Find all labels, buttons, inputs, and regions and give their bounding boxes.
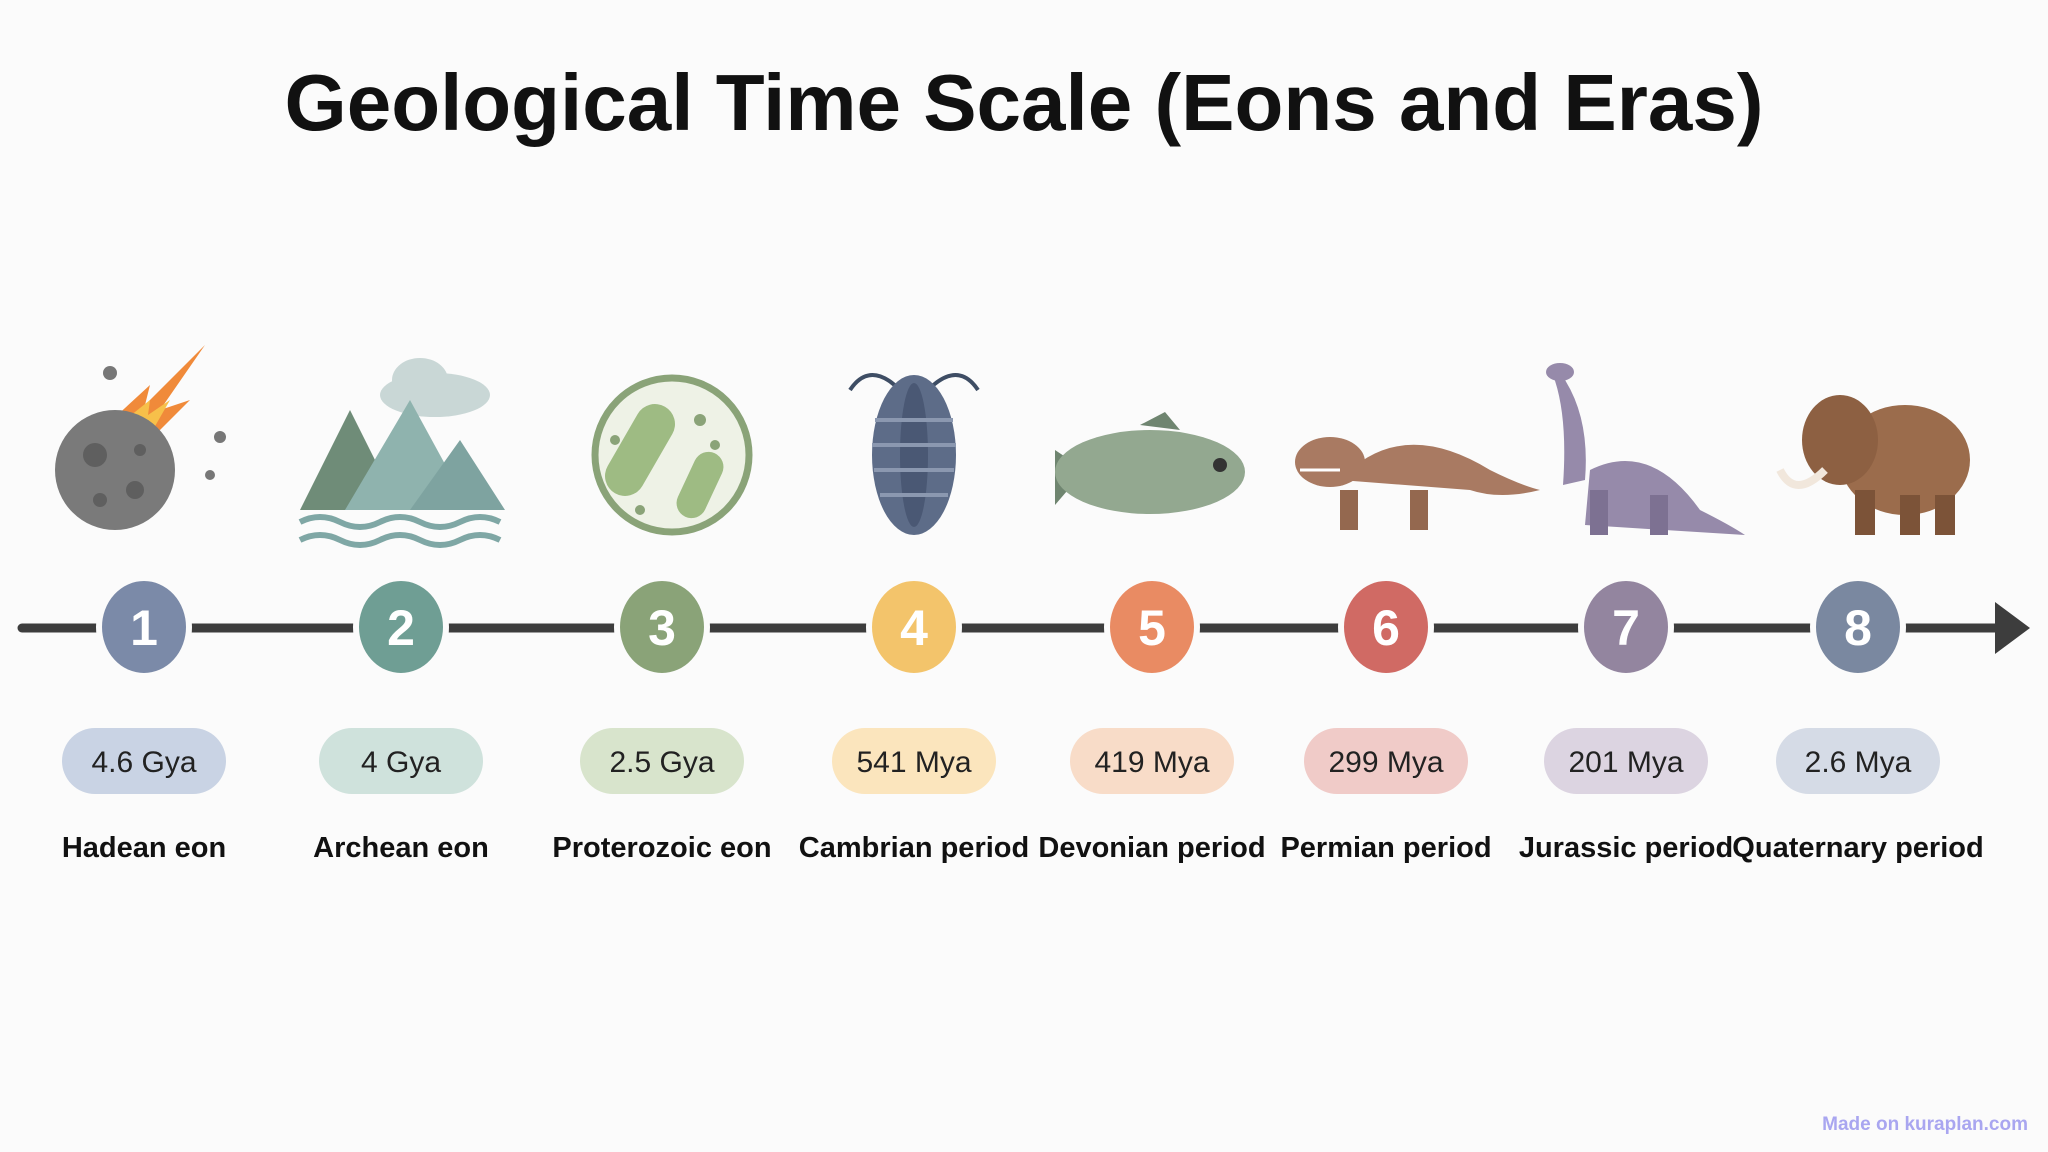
step-number: 1 [130,600,158,656]
footer: Made on kuraplan.com [1822,1114,2028,1135]
icon-cell [591,374,753,536]
step-number: 2 [387,600,415,656]
date: 419 Mya [1094,746,1209,779]
date-pill [1070,728,1234,794]
icon-fish [1055,412,1245,514]
step-circle [1810,575,1906,679]
date: 2.5 Gya [609,746,714,779]
date: 2.6 Mya [1805,746,1912,779]
icon-mammoth [1776,395,1970,535]
date: 541 Mya [856,746,971,779]
date: 4 Gya [361,746,441,779]
date-pill [1776,728,1940,794]
step-circle [866,575,962,679]
label: Archean eon [313,832,489,864]
step-number: 4 [900,600,928,656]
label: Jurassic period [1519,832,1733,864]
date: 201 Mya [1568,746,1683,779]
step-circle [1104,575,1200,679]
step-circle [614,575,710,679]
step-number: 6 [1372,600,1400,656]
timeline-arrow [1995,602,2030,654]
label: Quaternary period [1732,832,1983,864]
label: Devonian period [1038,832,1265,864]
step-number: 8 [1844,600,1872,656]
icon-meteor [55,345,226,530]
date-pill [1544,728,1708,794]
date: 299 Mya [1328,746,1443,779]
date-pill [62,728,226,794]
icon-mountains [298,358,505,548]
step-circle [1338,575,1434,679]
date-pill [319,728,483,794]
date-pill [832,728,996,794]
step-number: 3 [648,600,676,656]
label: Cambrian period [799,832,1029,864]
icon-trilobite [848,373,980,535]
step-circle [96,575,192,679]
step-circle [353,575,449,679]
label: Hadean eon [62,832,226,864]
icon-brontosaurus [1546,363,1745,535]
date-pill [580,728,744,794]
step-number: 5 [1138,600,1166,656]
icon-reptile [1295,437,1540,530]
label: Proterozoic eon [552,832,771,864]
timeline-items: 1 4.6 Gya Hadean eon 2 4 Gya Archean eon 3 2.5 … [62,575,1984,864]
date-pill [1304,728,1468,794]
step-number: 7 [1612,600,1640,656]
title: Geological Time Scale (Eons and Eras) [284,58,1763,147]
date: 4.6 Gya [91,746,196,779]
step-circle [1578,575,1674,679]
label: Permian period [1280,832,1491,864]
